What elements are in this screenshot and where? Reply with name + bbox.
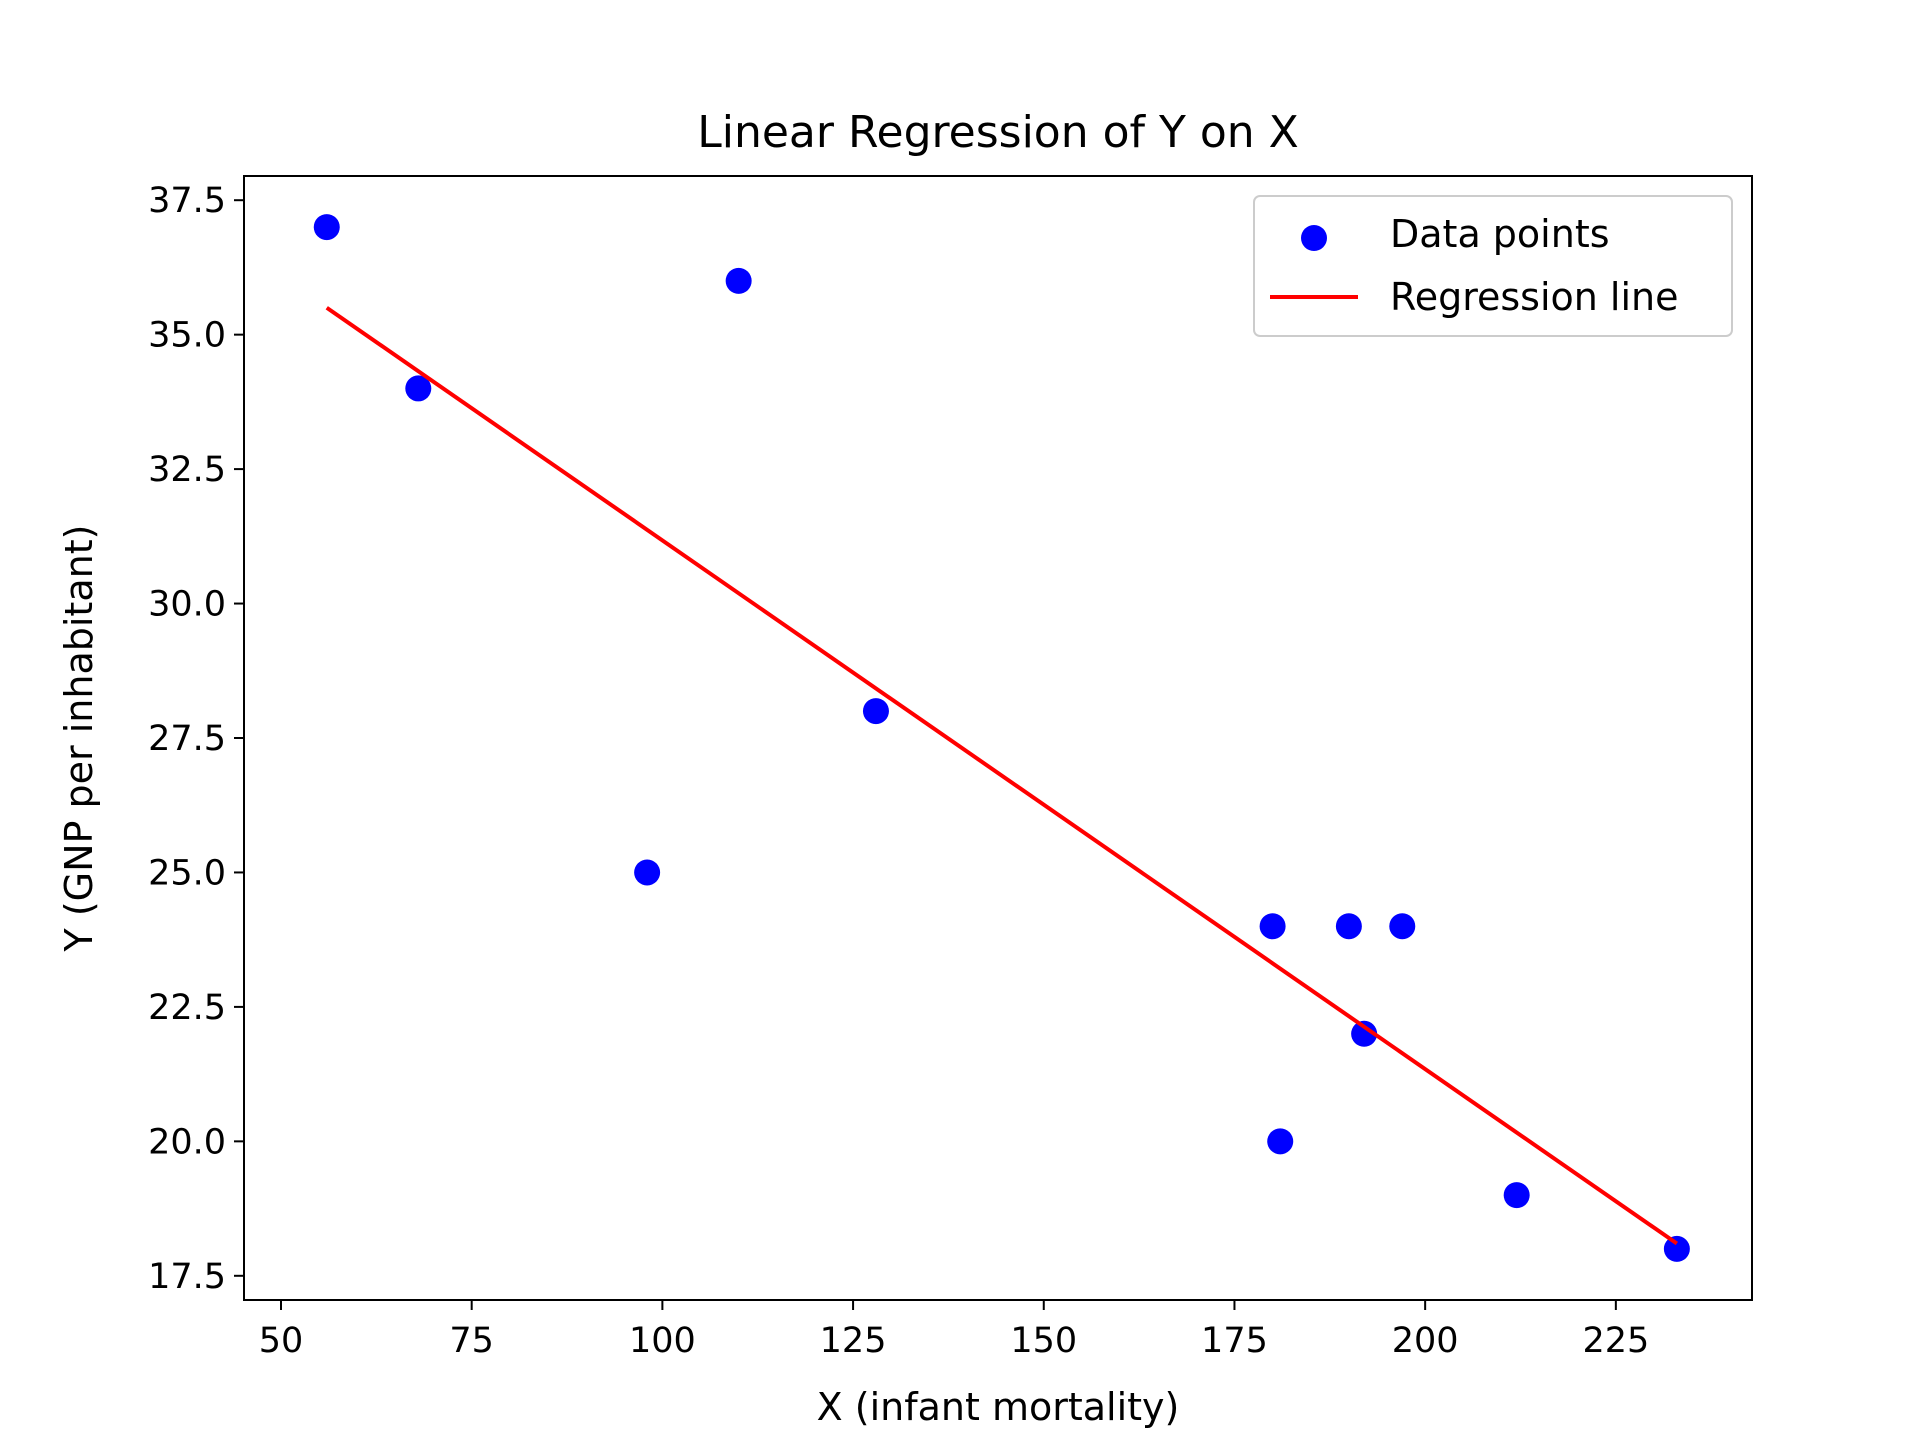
- y-tick-label: 20.0: [148, 1122, 226, 1162]
- data-point: [725, 267, 752, 294]
- data-point: [1259, 913, 1286, 940]
- data-point: [313, 214, 340, 241]
- data-point: [1503, 1182, 1530, 1209]
- x-axis-label: X (infant mortality): [817, 1385, 1180, 1429]
- x-tick-label: 200: [1392, 1321, 1459, 1361]
- legend-label: Regression line: [1390, 275, 1679, 319]
- x-tick-label: 150: [1010, 1321, 1077, 1361]
- y-tick-label: 17.5: [148, 1257, 226, 1297]
- y-tick-label: 30.0: [148, 585, 226, 625]
- data-point: [1663, 1235, 1690, 1262]
- axes-frame: [243, 175, 1753, 1301]
- y-tick-label: 25.0: [148, 853, 226, 893]
- legend-box: [1253, 195, 1733, 337]
- y-tick-label: 22.5: [148, 988, 226, 1028]
- data-point: [634, 859, 661, 886]
- x-tick-label: 175: [1201, 1321, 1268, 1361]
- legend: Data points Regression line: [1253, 195, 1733, 337]
- y-axis-ticks: 17.5 20.0 22.5 25.0 27.5 30.0 32.5 35.0 37.5: [148, 181, 244, 1297]
- y-tick-label: 27.5: [148, 719, 226, 759]
- legend-label: Data points: [1390, 212, 1610, 256]
- data-point: [862, 698, 889, 725]
- legend-marker-scatter: [1301, 225, 1327, 251]
- x-tick-label: 50: [259, 1321, 304, 1361]
- data-point: [1351, 1020, 1378, 1047]
- y-tick-label: 37.5: [148, 181, 226, 221]
- y-tick-label: 35.0: [148, 316, 226, 356]
- x-axis-ticks: 50 75 100 125 150 175 200 225: [259, 1300, 1649, 1361]
- data-point: [1389, 913, 1416, 940]
- y-axis-label: Y (GNP per inhabitant): [57, 525, 101, 953]
- x-tick-label: 100: [629, 1321, 696, 1361]
- data-point: [1335, 913, 1362, 940]
- data-point: [405, 375, 432, 402]
- y-tick-label: 32.5: [148, 450, 226, 490]
- regression-line: [325, 306, 1679, 1246]
- chart-title: Linear Regression of Y on X: [697, 107, 1299, 158]
- x-tick-label: 75: [449, 1321, 494, 1361]
- plot-area: [313, 214, 1690, 1262]
- x-tick-label: 225: [1582, 1321, 1649, 1361]
- data-point: [1267, 1128, 1294, 1155]
- x-tick-label: 125: [820, 1321, 887, 1361]
